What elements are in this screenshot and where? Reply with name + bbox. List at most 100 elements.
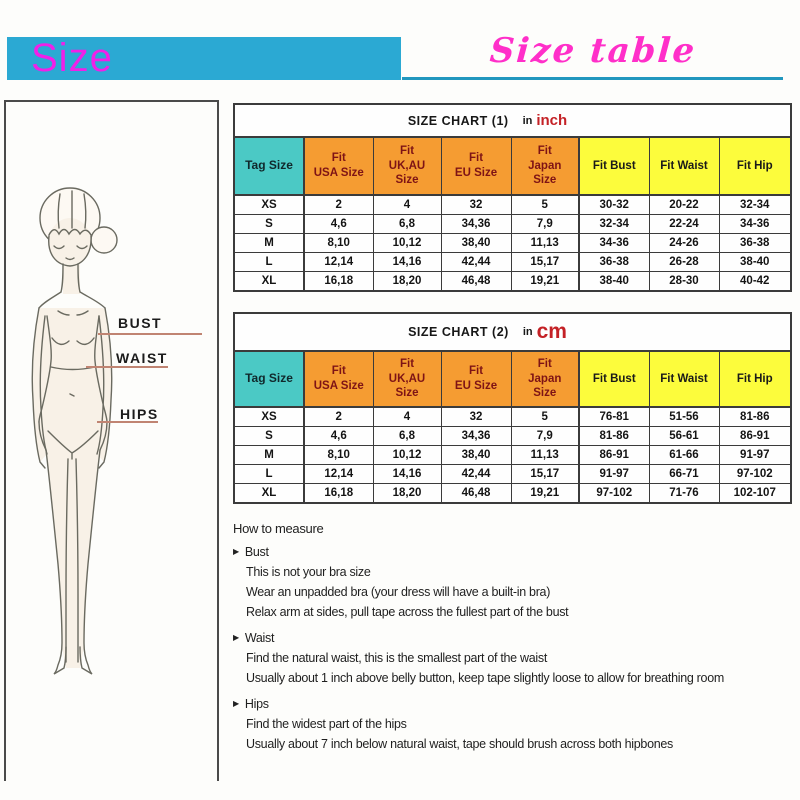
size-table-script-heading: Size table <box>488 31 698 71</box>
column-header-ukau-size: Fit UK,AU Size <box>372 350 442 408</box>
size-value-cell: 34,36 <box>440 426 512 446</box>
size-value-cell: 86-91 <box>718 426 792 446</box>
table-header-row: Tag Size Fit USA Size Fit UK,AU Size Fit… <box>233 136 792 196</box>
tag-size-cell: S <box>233 426 305 446</box>
size-value-cell: 42,44 <box>440 252 512 272</box>
tag-size-cell: XL <box>233 271 305 292</box>
table-title-row: SIZE CHART (1) in inch <box>233 103 792 138</box>
table-row: S 4,6 6,8 34,36 7,9 81-86 56-61 86-91 <box>233 426 792 446</box>
measure-section-bust: ▶ Bust <box>233 545 799 559</box>
table-title-row: SIZE CHART (2) in cm <box>233 312 792 352</box>
size-value-cell: 36-38 <box>718 233 792 253</box>
measure-instruction: Usually about 7 inch below natural waist… <box>246 737 673 751</box>
table-row: S 4,6 6,8 34,36 7,9 32-34 22-24 34-36 <box>233 214 792 234</box>
size-value-cell: 15,17 <box>510 252 580 272</box>
woman-figure-illustration <box>31 187 118 675</box>
size-value-cell: 2 <box>303 194 374 215</box>
size-value-cell: 16,18 <box>303 483 374 504</box>
column-header-ukau-size: Fit UK,AU Size <box>372 136 442 196</box>
table-row: XS 2 4 32 5 30-32 20-22 32-34 <box>233 194 792 215</box>
size-value-cell: 38-40 <box>718 252 792 272</box>
size-value-cell: 19,21 <box>510 271 580 292</box>
size-value-cell: 32 <box>440 194 512 215</box>
bust-label: BUST <box>118 315 163 331</box>
size-value-cell: 46,48 <box>440 271 512 292</box>
measure-section-waist: ▶ Waist <box>233 631 799 645</box>
size-value-cell: 8,10 <box>303 445 374 465</box>
size-value-cell: 18,20 <box>372 271 442 292</box>
size-value-cell: 24-26 <box>648 233 720 253</box>
size-value-cell: 61-66 <box>648 445 720 465</box>
size-value-cell: 34-36 <box>578 233 650 253</box>
unit-label: inch <box>536 112 568 129</box>
size-value-cell: 28-30 <box>648 271 720 292</box>
size-value-cell: 26-28 <box>648 252 720 272</box>
unit-prefix: in <box>522 326 533 338</box>
size-value-cell: 38-40 <box>578 271 650 292</box>
size-value-cell: 11,13 <box>510 233 580 253</box>
how-to-measure-section: How to measure ▶ Bust This is not your b… <box>233 521 799 754</box>
size-value-cell: 5 <box>510 194 580 215</box>
measure-section-hips: ▶ Hips <box>233 697 799 711</box>
size-value-cell: 30-32 <box>578 194 650 215</box>
size-value-cell: 7,9 <box>510 214 580 234</box>
size-value-cell: 6,8 <box>372 214 442 234</box>
tag-size-cell: L <box>233 464 305 484</box>
measure-instruction: Find the natural waist, this is the smal… <box>246 651 547 665</box>
size-value-cell: 18,20 <box>372 483 442 504</box>
size-value-cell: 12,14 <box>303 464 374 484</box>
figure-box <box>4 100 219 781</box>
size-value-cell: 7,9 <box>510 426 580 446</box>
size-value-cell: 14,16 <box>372 464 442 484</box>
column-header-tag-size: Tag Size <box>233 350 305 408</box>
table-title: SIZE CHART (2) <box>408 325 509 339</box>
measure-instruction: Relax arm at sides, pull tape across the… <box>246 605 569 619</box>
column-header-tag-size: Tag Size <box>233 136 305 196</box>
size-value-cell: 16,18 <box>303 271 374 292</box>
size-value-cell: 4 <box>372 406 442 427</box>
size-value-cell: 32-34 <box>718 194 792 215</box>
size-value-cell: 102-107 <box>718 483 792 504</box>
size-value-cell: 10,12 <box>372 233 442 253</box>
size-value-cell: 4,6 <box>303 214 374 234</box>
table-row: XL 16,18 18,20 46,48 19,21 97-102 71-76 102-107 <box>233 483 792 504</box>
size-value-cell: 4,6 <box>303 426 374 446</box>
hips-label: HIPS <box>120 406 159 422</box>
table-row: XL 16,18 18,20 46,48 19,21 38-40 28-30 40-42 <box>233 271 792 292</box>
size-value-cell: 32-34 <box>578 214 650 234</box>
column-header-fit-bust: Fit Bust <box>578 136 650 196</box>
measure-section-label: Waist <box>244 631 275 645</box>
size-value-cell: 2 <box>303 406 374 427</box>
tag-size-cell: L <box>233 252 305 272</box>
bullet-triangle-icon: ▶ <box>233 547 239 556</box>
size-value-cell: 66-71 <box>648 464 720 484</box>
size-value-cell: 97-102 <box>718 464 792 484</box>
unit-label: cm <box>536 320 567 343</box>
tag-size-cell: M <box>233 233 305 253</box>
size-value-cell: 19,21 <box>510 483 580 504</box>
size-banner-label: Size <box>31 36 113 80</box>
size-value-cell: 97-102 <box>578 483 650 504</box>
tag-size-cell: XS <box>233 194 305 215</box>
size-value-cell: 86-91 <box>578 445 650 465</box>
size-value-cell: 34,36 <box>440 214 512 234</box>
table-row: L 12,14 14,16 42,44 15,17 91-97 66-71 97-102 <box>233 464 792 484</box>
size-chart-table-cm: SIZE CHART (2) in cm Tag Size Fit USA Si… <box>233 312 793 504</box>
size-value-cell: 51-56 <box>648 406 720 427</box>
table-title: SIZE CHART (1) <box>407 113 509 128</box>
column-header-fit-hip: Fit Hip <box>718 350 792 408</box>
size-value-cell: 56-61 <box>648 426 720 446</box>
measure-instruction: Find the widest part of the hips <box>246 717 407 731</box>
tag-size-cell: XL <box>233 483 305 504</box>
measure-section-label: Hips <box>244 697 269 711</box>
unit-prefix: in <box>522 114 533 127</box>
column-header-usa-size: Fit USA Size <box>303 136 374 196</box>
column-header-fit-waist: Fit Waist <box>648 136 720 196</box>
size-value-cell: 36-38 <box>578 252 650 272</box>
column-header-eu-size: Fit EU Size <box>440 136 512 196</box>
size-value-cell: 38,40 <box>440 445 512 465</box>
size-value-cell: 8,10 <box>303 233 374 253</box>
tag-size-cell: XS <box>233 406 305 427</box>
table-row: M 8,10 10,12 38,40 11,13 86-91 61-66 91-97 <box>233 445 792 465</box>
